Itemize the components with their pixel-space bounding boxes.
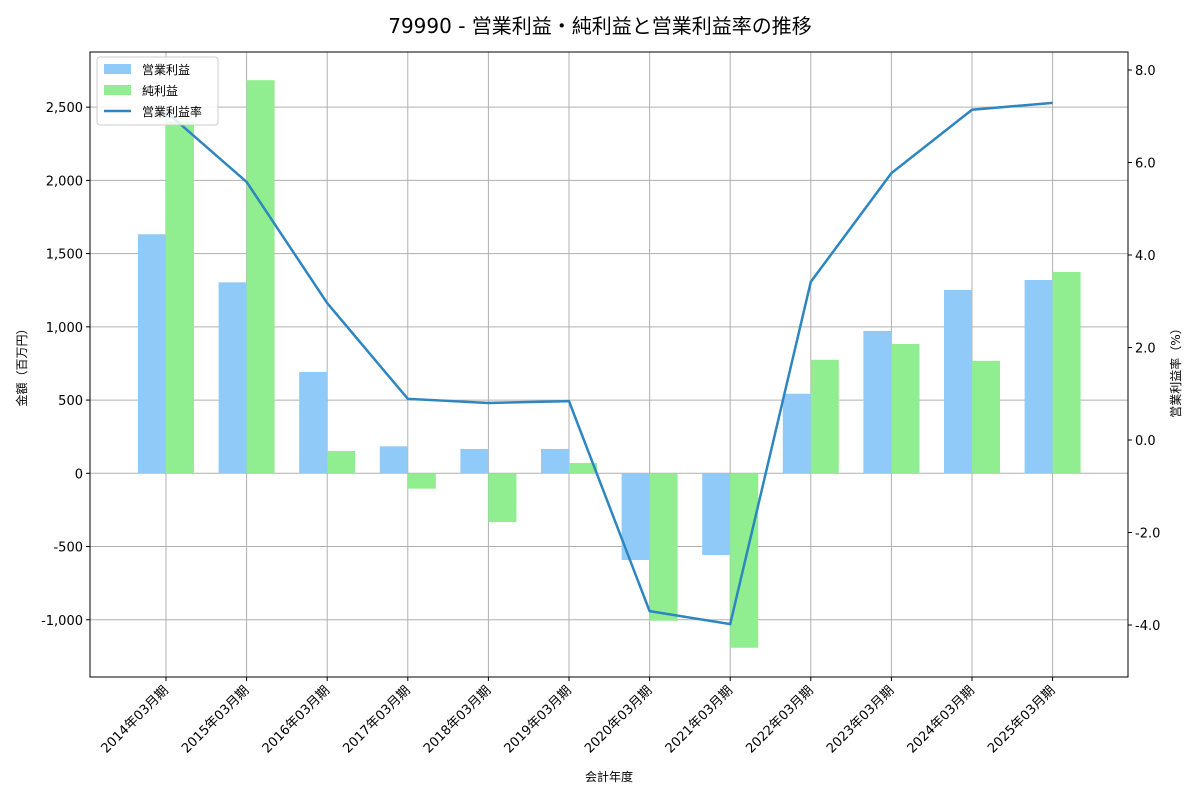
- y-right-tick-label: 4.0: [1135, 249, 1156, 264]
- bar-operating-profit: [379, 446, 408, 474]
- bar-operating-profit: [702, 473, 731, 556]
- y-right-tick-label: -4.0: [1135, 619, 1160, 634]
- y-right-tick-label: 2.0: [1135, 342, 1156, 357]
- y-tick-label: 1,500: [46, 248, 83, 263]
- bar-net-profit: [649, 473, 678, 621]
- bar-net-profit: [891, 343, 920, 474]
- bar-net-profit: [246, 80, 275, 474]
- bar-operating-profit: [541, 448, 569, 474]
- y-axis-label: 金額（百万円）: [14, 322, 29, 406]
- bar-operating-profit: [299, 371, 328, 474]
- operating-margin-line: [165, 101, 1053, 626]
- y-tick-label: -1,000: [41, 614, 83, 629]
- y-right-tick-label: -2.0: [1135, 527, 1160, 542]
- x-tick-label: 2019年03月期: [502, 683, 575, 756]
- x-axis: 2014年03月期 2015年03月期 2016年03月期 2017年03月期 2018…: [99, 677, 1058, 757]
- bar-net-profit: [166, 121, 194, 474]
- bars: [138, 80, 1081, 648]
- y-tick-label: 2,000: [46, 174, 83, 189]
- x-tick-label: 2024年03月期: [905, 683, 978, 756]
- y-right-tick-label: 6.0: [1135, 157, 1156, 172]
- bar-net-profit: [327, 451, 356, 474]
- right-axis: -4.0 -2.0 0.0 2.0 4.0 6.0 8.0: [1128, 64, 1160, 634]
- x-axis-label: 会計年度: [585, 769, 633, 784]
- x-tick-label: 2020年03月期: [582, 683, 655, 756]
- legend-swatch-operating-profit: [104, 64, 131, 74]
- x-tick-label: 2015年03月期: [179, 683, 252, 756]
- legend-swatch-net-profit: [104, 85, 131, 95]
- bar-net-profit: [972, 360, 1000, 474]
- x-tick-label: 2023年03月期: [824, 683, 897, 756]
- bar-operating-profit: [460, 448, 489, 474]
- y-tick-label: 1,000: [46, 321, 83, 336]
- bar-net-profit: [407, 473, 436, 489]
- chart-title: 79990 - 営業利益・純利益と営業利益率の推移: [388, 14, 812, 38]
- x-tick-label: 2021年03月期: [663, 683, 736, 756]
- x-tick-label: 2017年03月期: [340, 683, 413, 756]
- bar-operating-profit: [944, 289, 972, 474]
- bar-operating-profit: [138, 234, 166, 474]
- x-tick-label: 2018年03月期: [421, 683, 494, 756]
- bar-net-profit: [488, 473, 517, 523]
- x-tick-label: 2025年03月期: [985, 683, 1058, 756]
- y-tick-label: -500: [53, 541, 83, 556]
- x-tick-label: 2014年03月期: [99, 683, 172, 756]
- bar-net-profit: [810, 359, 839, 474]
- bar-operating-profit: [1024, 279, 1053, 474]
- y-tick-label: 0: [75, 467, 83, 482]
- x-tick-label: 2022年03月期: [743, 683, 816, 756]
- plot-frame: [89, 51, 1129, 678]
- legend-label: 営業利益率: [142, 104, 202, 119]
- bar-operating-profit: [218, 282, 247, 474]
- bar-net-profit: [569, 463, 597, 474]
- bar-operating-profit: [863, 330, 892, 474]
- left-axis: -1,000 -500 0 500 1,000 1,500 2,000 2,500: [41, 101, 90, 629]
- y-right-axis-label: 営業利益率（%）: [1168, 322, 1183, 417]
- bar-operating-profit: [621, 473, 650, 561]
- y-right-tick-label: 8.0: [1135, 64, 1156, 79]
- y-tick-label: 2,500: [46, 101, 83, 116]
- legend-label: 純利益: [142, 84, 178, 98]
- x-tick-label: 2016年03月期: [260, 683, 333, 756]
- bar-operating-profit: [782, 393, 811, 474]
- bar-net-profit: [1052, 271, 1081, 474]
- legend-label: 営業利益: [142, 63, 190, 77]
- y-tick-label: 500: [58, 394, 83, 409]
- y-right-tick-label: 0.0: [1135, 434, 1156, 449]
